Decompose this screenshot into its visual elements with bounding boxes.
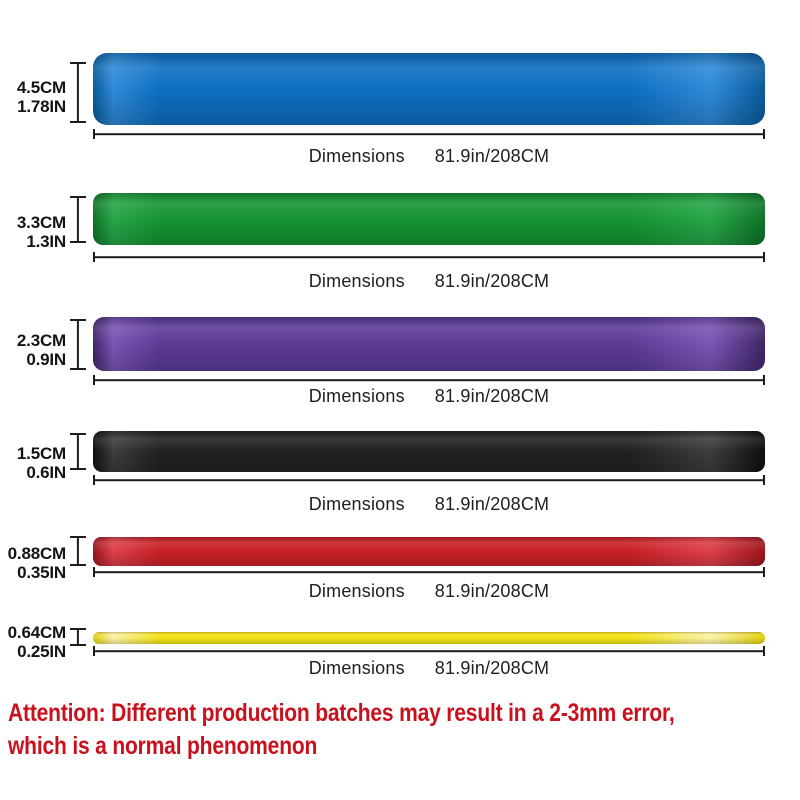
dimension-caption: Dimensions 81.9in/208CM xyxy=(93,581,765,602)
resistance-band-green xyxy=(93,193,765,245)
length-measure-line xyxy=(93,567,765,577)
height-measure-bracket xyxy=(70,628,86,646)
length-measure-line xyxy=(93,252,765,262)
band-size-label: 3.3CM 1.3IN xyxy=(0,213,66,251)
size-in: 0.25IN xyxy=(17,642,66,661)
resistance-band-black xyxy=(93,431,765,472)
dimension-value: 81.9in/208CM xyxy=(434,658,550,678)
dimension-caption: Dimensions 81.9in/208CM xyxy=(93,386,765,407)
length-measure-line xyxy=(93,375,765,385)
resistance-band-blue xyxy=(93,53,765,125)
length-measure-line xyxy=(93,129,765,139)
height-measure-bracket xyxy=(70,536,86,566)
dimension-caption: Dimensions 81.9in/208CM xyxy=(93,271,765,292)
size-in: 1.3IN xyxy=(26,232,66,251)
height-measure-bracket xyxy=(70,319,86,370)
dimensions-label: Dimensions xyxy=(308,581,405,601)
dimension-caption: Dimensions 81.9in/208CM xyxy=(93,146,765,167)
resistance-band-yellow xyxy=(93,632,765,644)
resistance-band-red xyxy=(93,537,765,566)
dimension-value: 81.9in/208CM xyxy=(434,581,550,601)
size-in: 1.78IN xyxy=(17,97,66,116)
size-cm: 0.64CM xyxy=(7,623,67,642)
height-measure-bracket xyxy=(70,196,86,243)
dimension-value: 81.9in/208CM xyxy=(434,271,550,291)
dimension-caption: Dimensions 81.9in/208CM xyxy=(93,494,765,515)
size-in: 0.6IN xyxy=(26,463,66,482)
dimensions-label: Dimensions xyxy=(308,386,405,406)
dimension-value: 81.9in/208CM xyxy=(434,386,550,406)
length-measure-line xyxy=(93,646,765,656)
dimension-value: 81.9in/208CM xyxy=(434,146,550,166)
size-cm: 0.88CM xyxy=(7,544,67,563)
band-size-label: 2.3CM 0.9IN xyxy=(0,331,66,369)
height-measure-bracket xyxy=(70,433,86,470)
attention-note: Attention: Different production batches … xyxy=(8,697,675,763)
resistance-band-purple xyxy=(93,317,765,371)
length-measure-line xyxy=(93,475,765,485)
dimensions-label: Dimensions xyxy=(308,146,405,166)
size-cm: 1.5CM xyxy=(16,444,66,463)
size-in: 0.9IN xyxy=(26,350,66,369)
size-cm: 3.3CM xyxy=(16,213,66,232)
size-in: 0.35IN xyxy=(17,563,66,582)
band-size-label: 0.64CM 0.25IN xyxy=(0,623,67,661)
size-cm: 2.3CM xyxy=(16,331,66,350)
height-measure-bracket xyxy=(70,62,86,123)
band-size-label: 4.5CM 1.78IN xyxy=(0,78,66,116)
attention-line-1: Attention: Different production batches … xyxy=(8,699,675,727)
dimensions-label: Dimensions xyxy=(308,494,405,514)
dimensions-label: Dimensions xyxy=(308,271,405,291)
band-size-label: 0.88CM 0.35IN xyxy=(0,544,67,582)
attention-line-2: which is a normal phenomenon xyxy=(8,732,318,760)
dimensions-label: Dimensions xyxy=(308,658,405,678)
dimension-caption: Dimensions 81.9in/208CM xyxy=(93,658,765,679)
size-cm: 4.5CM xyxy=(16,78,66,97)
band-size-label: 1.5CM 0.6IN xyxy=(0,444,66,482)
dimension-value: 81.9in/208CM xyxy=(434,494,550,514)
